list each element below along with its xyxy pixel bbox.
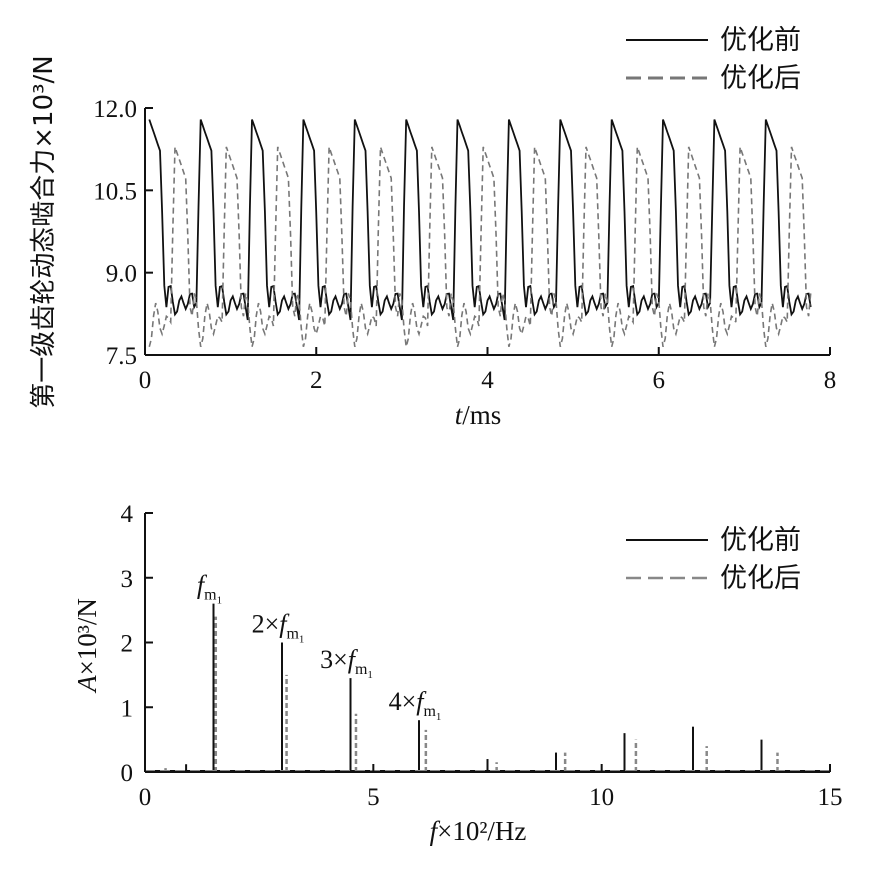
top-x-tick-label: 8 <box>824 367 837 394</box>
top-x-tick-label: 6 <box>653 367 666 394</box>
top-legend-label-before: 优化前 <box>720 25 801 56</box>
top-y-tick-label: 7.5 <box>106 343 137 370</box>
bottom-y-axis-label: A×10³/N <box>72 598 102 694</box>
bottom-y-tick-label: 4 <box>121 501 134 528</box>
bottom-series-group <box>145 603 830 772</box>
chart-top: 0 2 4 6 8 7.5 9.0 10.5 12.0 t/ms 第一级齿轮动态啮合力×10³/… <box>29 25 836 430</box>
top-legend-label-after: 优化后 <box>720 63 801 94</box>
bottom-legend: 优化前 优化后 <box>626 525 801 594</box>
top-x-tick-label: 4 <box>481 367 494 394</box>
top-legend: 优化前 优化后 <box>626 25 801 94</box>
peak-annotation: 2×fm1 <box>252 610 305 646</box>
bottom-annotations-group: fm1 2×fm1 3×fm1 4×fm1 <box>197 571 442 724</box>
peak-annotation: 3×fm1 <box>320 645 373 681</box>
top-x-tick-label: 0 <box>139 367 152 394</box>
peak-annotation: 4×fm1 <box>389 687 442 723</box>
bottom-x-axis-label: f×10²/Hz <box>430 816 527 846</box>
bottom-x-tick-label: 0 <box>139 784 152 811</box>
top-ticks-group: 0 2 4 6 8 7.5 9.0 10.5 12.0 <box>93 96 836 394</box>
bottom-legend-label-after: 优化后 <box>720 563 801 594</box>
bottom-y-tick-label: 1 <box>121 695 134 722</box>
top-y-tick-label: 10.5 <box>93 178 137 205</box>
top-series-before <box>148 119 812 321</box>
top-y-tick-label: 9.0 <box>106 261 137 288</box>
bottom-x-tick-label: 15 <box>818 784 843 811</box>
top-y-axis-label: 第一级齿轮动态啮合力×10³/N <box>29 55 59 409</box>
top-y-tick-label: 12.0 <box>93 96 137 123</box>
bottom-x-tick-label: 10 <box>589 784 614 811</box>
top-series-group <box>148 119 812 348</box>
top-series-after <box>148 146 812 348</box>
bottom-x-tick-label: 5 <box>367 784 380 811</box>
bottom-ticks-group: 0 5 10 15 0 1 2 3 4 <box>121 501 843 811</box>
top-x-axis-label: t/ms <box>455 400 502 430</box>
peak-annotation: fm1 <box>197 571 222 607</box>
bottom-y-tick-label: 3 <box>121 566 134 593</box>
bottom-y-tick-label: 0 <box>121 760 134 787</box>
top-x-tick-label: 2 <box>310 367 323 394</box>
bottom-legend-label-before: 优化前 <box>720 525 801 556</box>
bottom-y-tick-label: 2 <box>121 631 134 658</box>
